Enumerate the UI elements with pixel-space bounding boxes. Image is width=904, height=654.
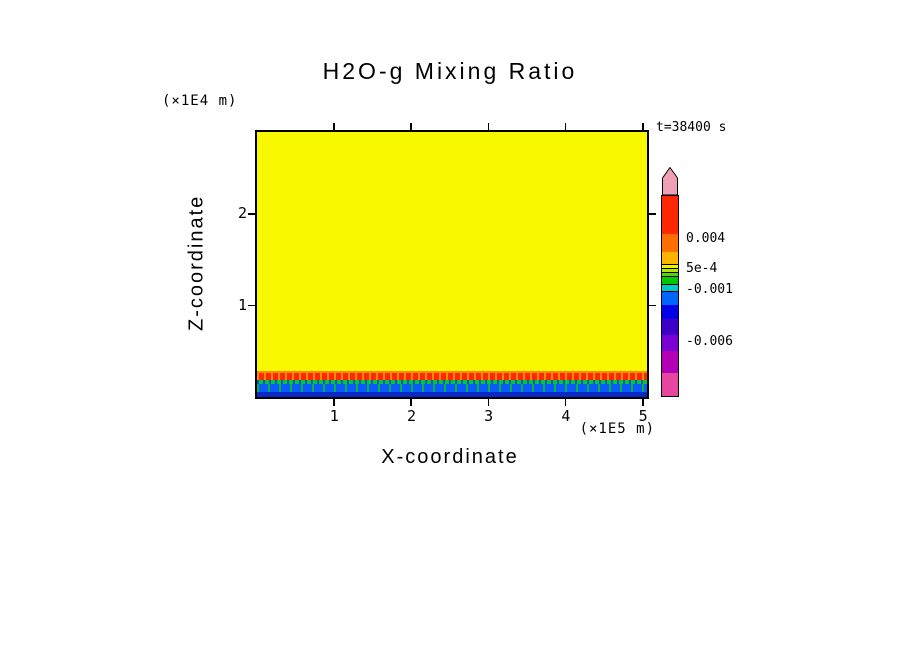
y-tick-mark [649, 213, 656, 215]
time-annotation: t=38400 s [656, 120, 727, 135]
x-tick-label: 1 [329, 407, 339, 425]
colorbar-value-label: -0.001 [686, 282, 733, 297]
x-tick-label: 4 [561, 407, 571, 425]
y-tick-label: 2 [237, 204, 247, 223]
field-layer [257, 379, 647, 385]
x-axis-unit-label: (×1E5 m) [579, 421, 655, 437]
y-axis-title: Z-coordinate [185, 194, 208, 331]
field-layer [257, 384, 647, 393]
colorbar-segment [662, 291, 678, 305]
colorbar-value-label: 0.004 [686, 231, 726, 246]
y-tick-mark [649, 304, 656, 307]
x-tick-mark [564, 123, 567, 130]
colorbar-segment [662, 335, 678, 351]
y-axis-unit-label: (×1E4 m) [162, 93, 238, 109]
x-axis-title: X-coordinate [381, 446, 519, 468]
colorbar-segment [662, 268, 678, 272]
x-tick-label: 3 [484, 407, 494, 425]
x-tick-mark [487, 399, 490, 406]
field-layer [257, 132, 647, 372]
x-tick-mark [410, 399, 412, 406]
x-tick-mark [410, 123, 412, 130]
colorbar-arrow-shape [662, 167, 678, 195]
x-tick-mark [642, 399, 644, 406]
field-layer [257, 373, 647, 380]
y-tick-mark [248, 304, 255, 307]
colorbar-segment [662, 351, 678, 373]
colorbar-segment [662, 234, 678, 252]
colorbar [661, 167, 679, 397]
x-tick-mark [333, 123, 335, 130]
colorbar-segment [662, 272, 678, 276]
x-tick-mark [333, 399, 335, 406]
x-tick-mark [564, 399, 567, 406]
colorbar-scale [661, 195, 679, 397]
x-tick-label: 2 [406, 407, 416, 425]
colorbar-segment [662, 264, 678, 268]
colorbar-segment [662, 276, 678, 284]
x-tick-mark [642, 123, 644, 130]
field-layer [257, 392, 647, 397]
colorbar-segment [662, 252, 678, 264]
chart-title: H2O-g Mixing Ratio [322, 58, 578, 84]
x-tick-mark [487, 123, 490, 130]
colorbar-segment [662, 319, 678, 335]
field-layer [257, 371, 647, 374]
colorbar-value-label: -0.006 [686, 334, 733, 349]
colorbar-segment [662, 284, 678, 291]
plot-area: 1 2 3 4 5 1 2 [238, 123, 656, 425]
x-tick-label: 5 [638, 407, 648, 425]
y-tick-label: 1 [237, 295, 247, 314]
colorbar-value-label: 5e-4 [686, 261, 718, 276]
colorbar-arrow-icon [662, 167, 678, 195]
colorbar-segment [662, 373, 678, 396]
y-tick-mark [248, 213, 255, 215]
colorbar-segment [662, 305, 678, 319]
colorbar-segment [662, 196, 678, 234]
